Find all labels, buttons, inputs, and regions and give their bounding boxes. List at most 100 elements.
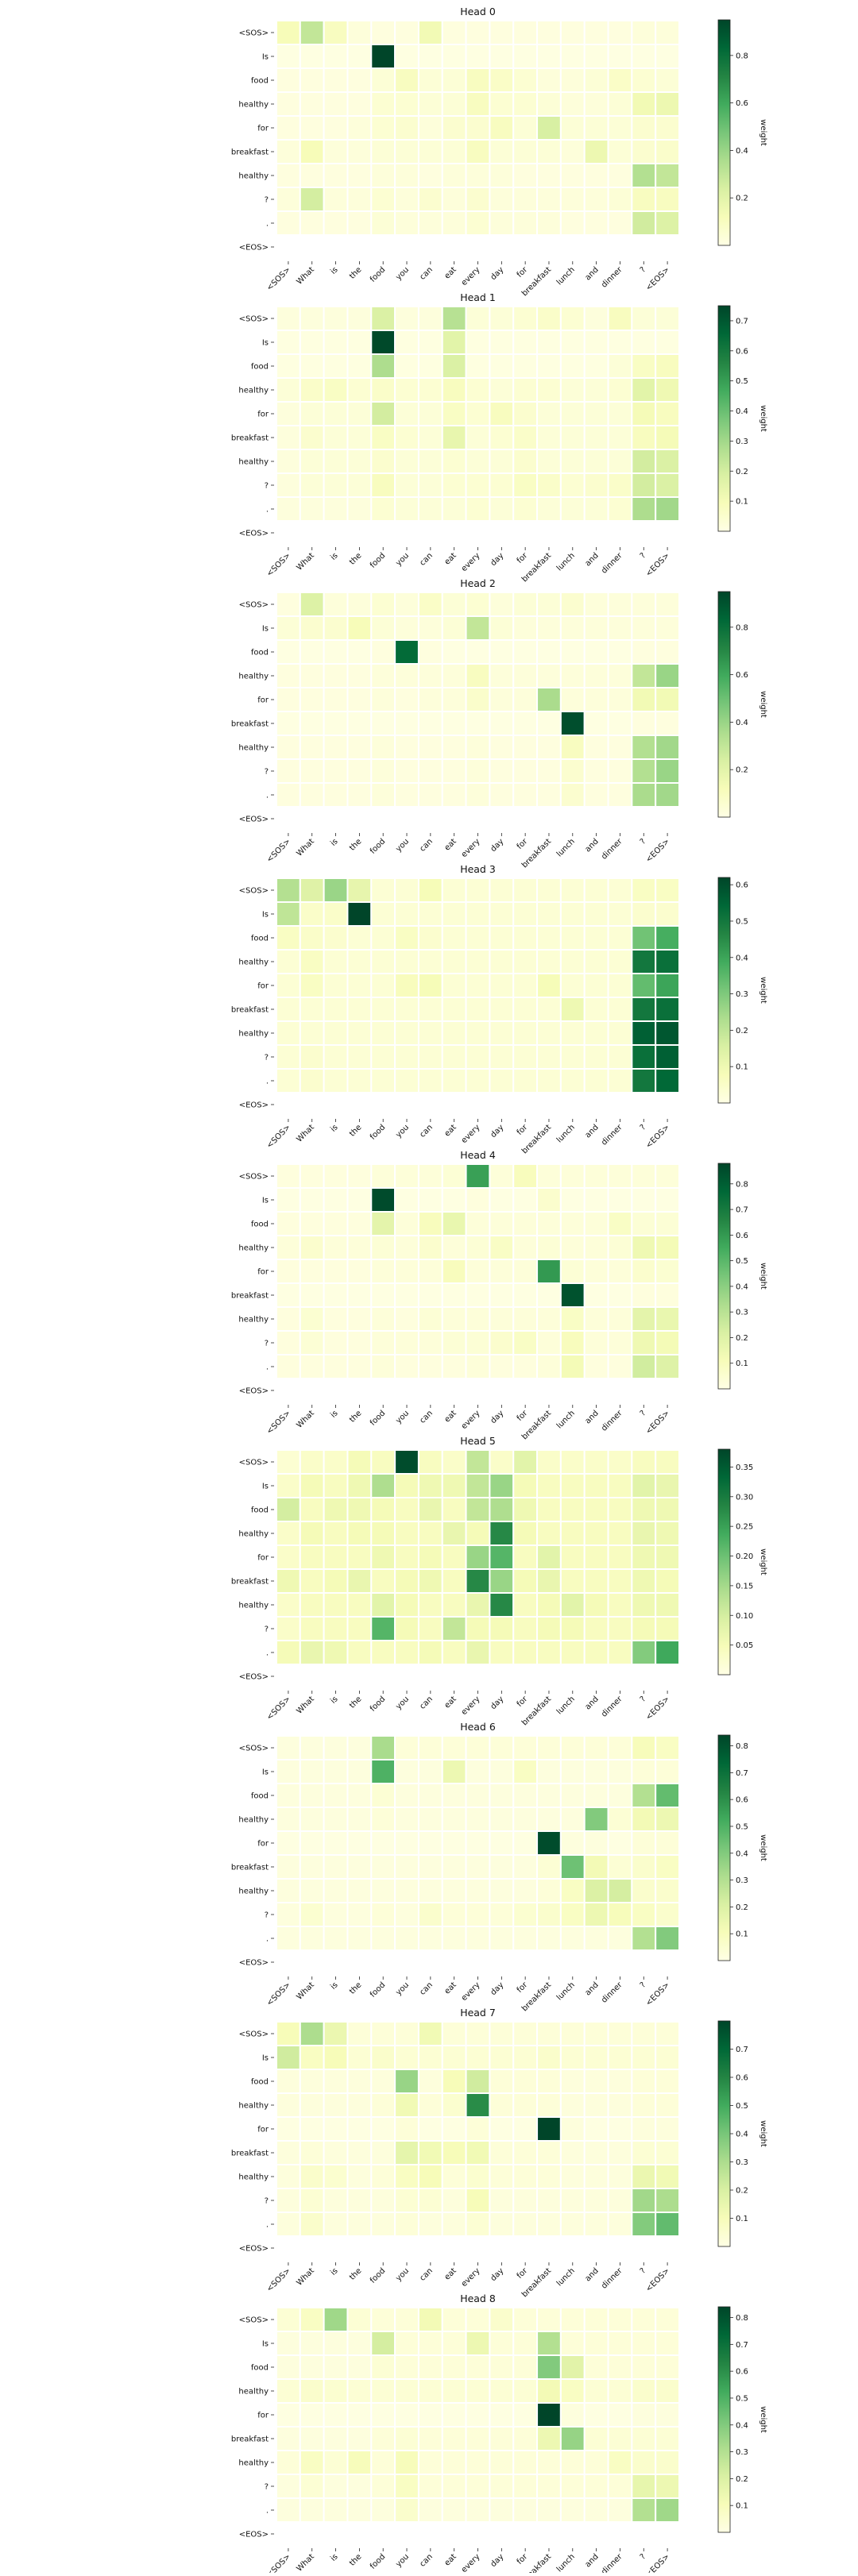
heatmap-cell (323, 877, 349, 903)
heatmap-cell (370, 20, 396, 45)
heatmap-cell (465, 2497, 491, 2523)
y-tick-label: healthy (238, 1316, 269, 1325)
heatmap-cell (607, 2474, 633, 2499)
heatmap-cell (417, 639, 443, 665)
heatmap-cell (655, 687, 680, 712)
heatmap-cell (417, 877, 443, 903)
heatmap-cell (655, 782, 680, 808)
heatmap-cell (394, 1902, 419, 1927)
heatmap-cell (536, 639, 562, 665)
heatmap-cell (559, 1759, 586, 1784)
colorbar-tick-label: 0.2 (736, 1903, 748, 1912)
heatmap-cell (583, 44, 609, 69)
heatmap-cell (441, 1068, 467, 1093)
y-tick-label: healthy (238, 1888, 269, 1896)
heatmap-cell (631, 472, 657, 498)
heatmap-cell (441, 877, 467, 903)
heatmap-cell (536, 1068, 562, 1093)
heatmap-cell (536, 139, 562, 164)
heatmap-cell (394, 1473, 419, 1498)
heatmap-cell (631, 2140, 657, 2165)
heatmap-cell (323, 2474, 349, 2499)
heatmap-cell (631, 1949, 657, 1975)
x-tick-label: the (348, 1980, 363, 1996)
x-tick-label: day (489, 1980, 506, 1997)
heatmap-cell (299, 1544, 325, 1570)
heatmap-cell (441, 2426, 467, 2451)
heatmap-cell (465, 1449, 491, 1475)
heatmap-cell (631, 1449, 657, 1475)
heatmap-cell (346, 1354, 373, 1379)
heatmap-cell (394, 139, 419, 164)
heatmap-cell (465, 2212, 491, 2237)
heatmap-cell (346, 1044, 373, 1070)
heatmap-cell (417, 91, 443, 117)
heatmap-cell (465, 1807, 491, 1832)
heatmap-cell (607, 377, 633, 403)
heatmap-cell (631, 2092, 657, 2118)
heatmap-cell (299, 711, 325, 736)
heatmap-cell (512, 2378, 539, 2404)
heatmap-cell (512, 1044, 539, 1070)
heatmap-cell (323, 758, 349, 784)
colorbar-label: weight (759, 119, 767, 146)
heatmap-cell (346, 2521, 373, 2547)
colorbar (717, 1734, 731, 1961)
heatmap-cell (441, 1759, 467, 1784)
heatmap-cell (607, 139, 633, 164)
heatmap-cell (394, 1544, 419, 1570)
heatmap-cell (465, 663, 491, 688)
x-tick-label: every (460, 837, 482, 859)
heatmap-cell (583, 353, 609, 379)
heatmap-cell (346, 2140, 373, 2165)
x-tick-label: is (329, 551, 339, 561)
heatmap-cell (323, 1521, 349, 1546)
heatmap-cell (607, 306, 633, 331)
heatmap-cell (276, 877, 301, 903)
x-tick-label: <EOS> (644, 1123, 671, 1150)
colorbar-tick-label: 0.8 (736, 2314, 748, 2323)
heatmap-cell (536, 1830, 562, 1856)
heatmap-cell (417, 1306, 443, 1332)
heatmap-cell (631, 1092, 657, 1117)
x-tick-label: ? (639, 2266, 648, 2276)
heatmap-cell (417, 1378, 443, 1403)
x-tick-label: <EOS> (644, 837, 671, 864)
heatmap-cell (631, 973, 657, 998)
colorbar-tick-label: 0.2 (736, 468, 748, 476)
heatmap-cell (276, 2092, 301, 2118)
heatmap-cell (346, 925, 373, 951)
heatmap-cell (631, 2354, 657, 2380)
heatmap-cell (276, 1068, 301, 1093)
heatmap-cell (323, 1378, 349, 1403)
heatmap-cell (655, 67, 680, 93)
heatmap-cell (607, 2521, 633, 2547)
heatmap-cell (583, 67, 609, 93)
heatmap-cell (489, 1306, 515, 1332)
heatmap-cell (559, 1282, 586, 1308)
y-tick-label: breakfast (231, 148, 269, 157)
y-tick-label: food (251, 2364, 269, 2373)
x-tick-label: is (329, 2552, 339, 2563)
x-tick-label: and (584, 1123, 601, 1140)
heatmap-cell (276, 91, 301, 117)
heatmap-cell (370, 1068, 396, 1093)
heatmap-cell (370, 2474, 396, 2499)
heatmap-cell (465, 1044, 491, 1070)
heatmap-cell (607, 949, 633, 974)
heatmap-cell (299, 806, 325, 831)
heatmap-cell (607, 67, 633, 93)
heatmap-cell (465, 496, 491, 522)
heatmap-cell (607, 2450, 633, 2475)
heatmap-cell (323, 1497, 349, 1522)
y-tick-label: healthy (238, 387, 269, 395)
heatmap-cell (465, 949, 491, 974)
heatmap-cell (512, 1235, 539, 1260)
heatmap-cell (489, 901, 515, 927)
heatmap-cell (299, 1282, 325, 1308)
heatmap-cell (559, 234, 586, 260)
colorbar-tick-label: 0.1 (736, 2502, 748, 2511)
heatmap-cell (441, 2378, 467, 2404)
heatmap-cell (583, 806, 609, 831)
colorbar (717, 19, 731, 246)
